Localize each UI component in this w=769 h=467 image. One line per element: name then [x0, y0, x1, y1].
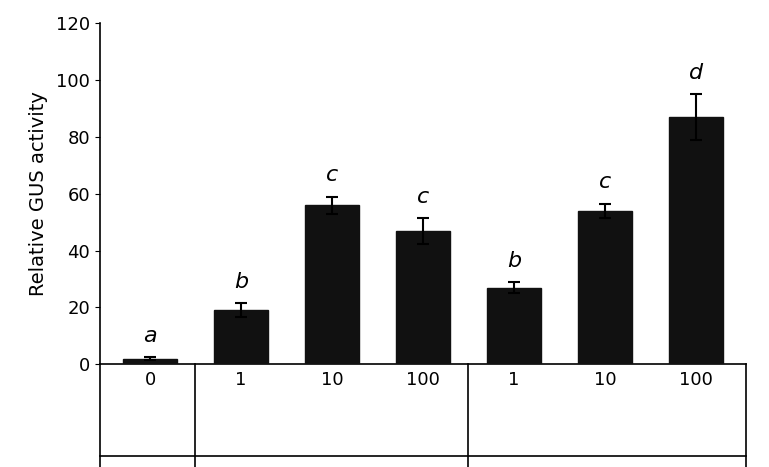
Bar — [668, 117, 723, 364]
Bar — [214, 310, 268, 364]
Text: c: c — [326, 165, 338, 185]
Text: a: a — [143, 326, 157, 346]
Bar — [487, 288, 541, 364]
Bar — [123, 359, 178, 364]
Text: b: b — [507, 250, 521, 270]
Bar — [578, 211, 632, 364]
Text: c: c — [599, 172, 611, 192]
Text: d: d — [689, 63, 703, 83]
Text: b: b — [234, 272, 248, 292]
Bar — [305, 205, 359, 364]
Y-axis label: Relative GUS activity: Relative GUS activity — [28, 92, 48, 296]
Text: c: c — [417, 187, 429, 206]
Bar — [396, 231, 450, 364]
